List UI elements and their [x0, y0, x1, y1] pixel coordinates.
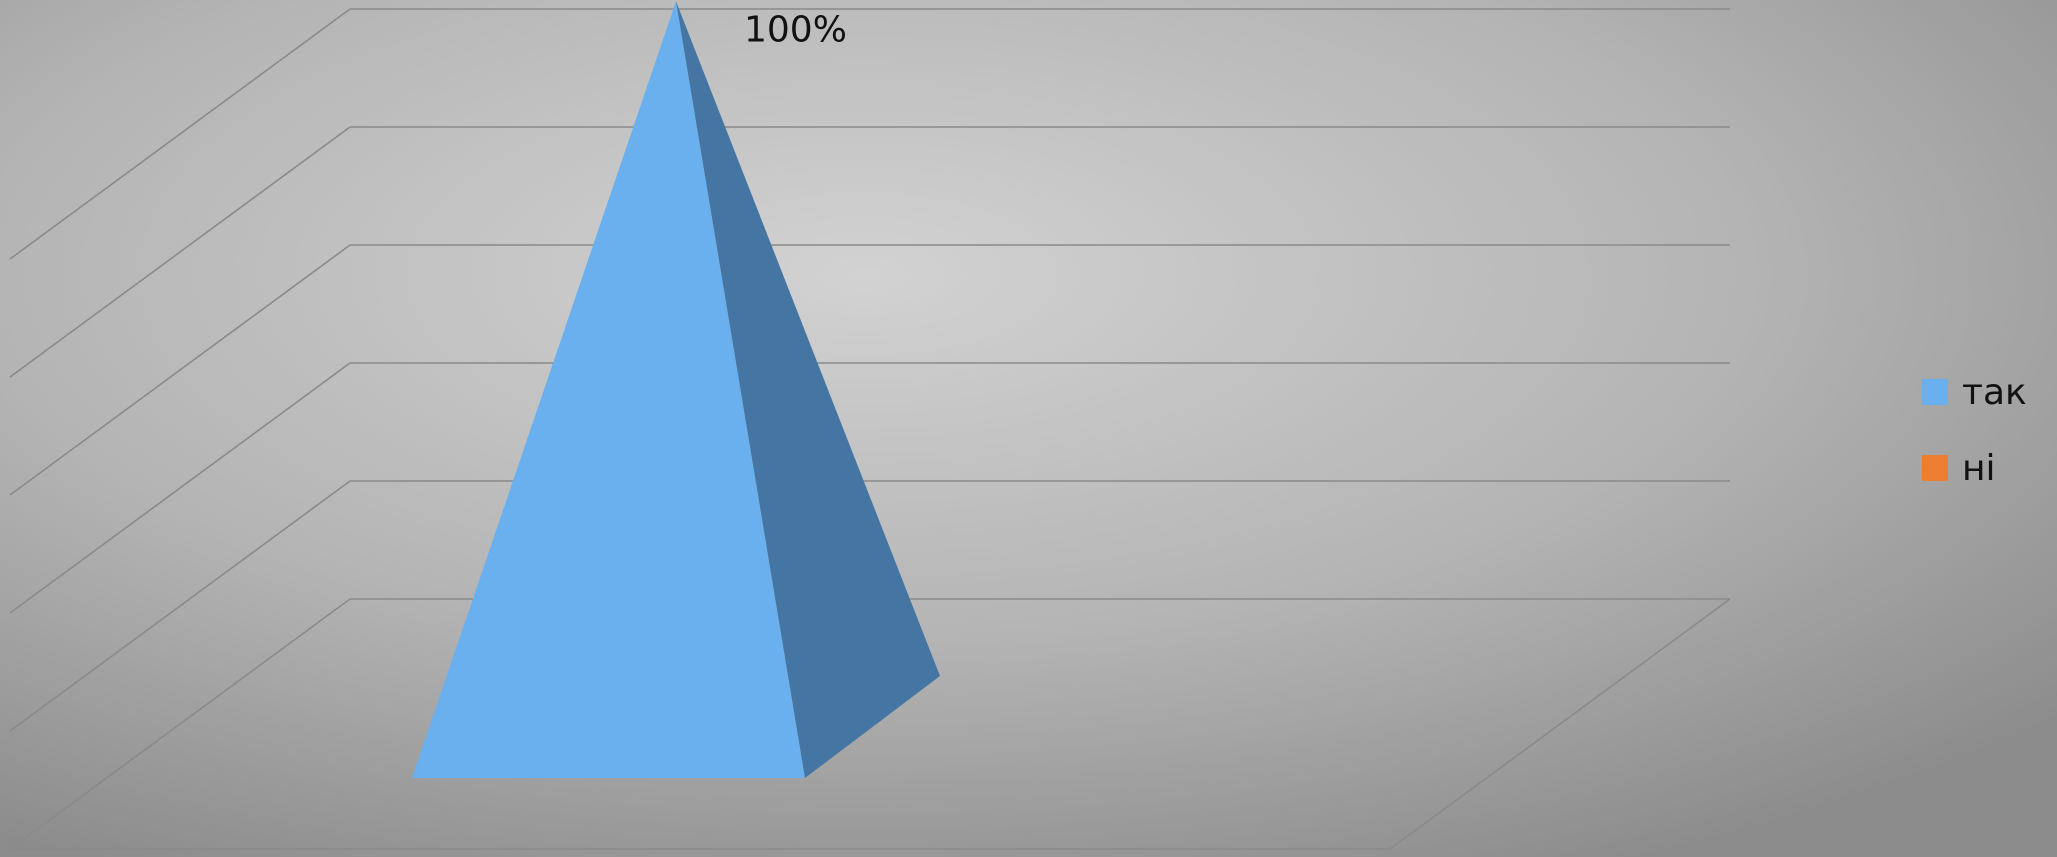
legend-label-ni: ні: [1962, 447, 1996, 489]
side-wall-gridline: [9, 244, 351, 496]
legend-item-tak: так: [1922, 371, 2027, 413]
legend-item-ni: ні: [1922, 447, 2027, 489]
side-wall-gridline: [9, 362, 351, 614]
pyramid-bar-tak-front: [412, 1, 805, 779]
data-label-tak: 100%: [744, 9, 847, 50]
side-wall-gridline: [9, 598, 351, 850]
floor-right-edge: [1389, 598, 1731, 850]
legend-swatch-tak: [1922, 379, 1948, 405]
legend-label-tak: так: [1962, 371, 2027, 413]
legend-swatch-ni: [1922, 455, 1948, 481]
side-wall-gridline: [9, 480, 351, 732]
side-wall-gridline: [9, 8, 351, 260]
legend: так ні: [1922, 372, 2027, 524]
pyramid-bar-tak-side: [676, 1, 940, 779]
side-wall-gridline: [9, 126, 351, 378]
